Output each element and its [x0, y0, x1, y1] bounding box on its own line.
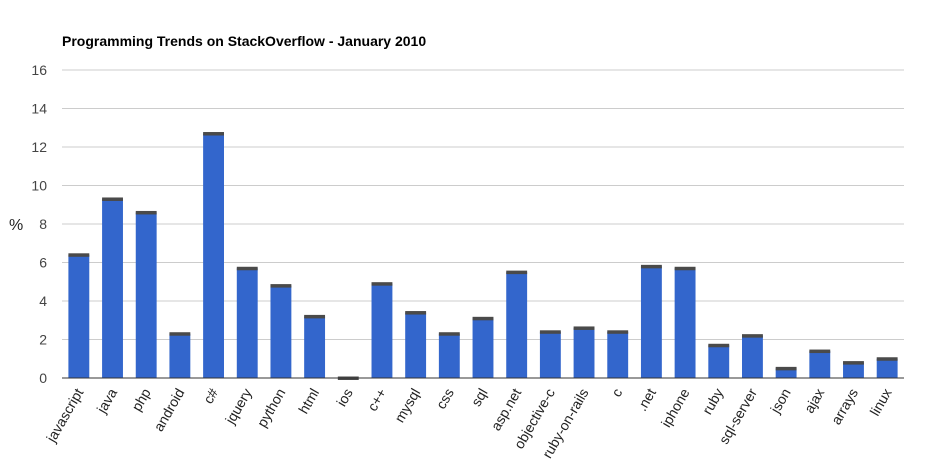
bar	[640, 266, 662, 378]
x-tick-label: linux	[867, 386, 895, 419]
x-tick-label: c#	[200, 385, 221, 406]
bar-top-cap	[741, 334, 763, 338]
y-tick-label: 0	[39, 370, 47, 386]
x-tick-label: jquery	[221, 386, 254, 428]
bar-top-cap	[371, 282, 393, 286]
bar-top-cap	[573, 326, 595, 330]
bar	[102, 198, 123, 378]
x-tick-label: json	[767, 386, 794, 417]
bar-top-cap	[102, 197, 123, 201]
bar-top-cap	[203, 132, 225, 136]
bar	[506, 272, 528, 378]
x-tick-label: iphone	[658, 385, 693, 430]
bars	[68, 132, 898, 380]
bar	[843, 362, 864, 378]
bar	[674, 268, 696, 378]
y-tick-label: 16	[31, 62, 47, 78]
bar-top-cap	[708, 343, 730, 348]
bar-top-cap	[438, 332, 460, 336]
x-tick-label: sql	[468, 386, 491, 410]
bar	[304, 316, 326, 378]
x-tick-label: c++	[364, 386, 390, 414]
bar-top-cap	[169, 332, 191, 336]
y-axis-label: %	[9, 217, 23, 234]
x-tick-label: javascript	[43, 385, 87, 445]
bar	[68, 254, 90, 378]
bar	[236, 268, 258, 378]
chart-title: Programming Trends on StackOverflow - Ja…	[62, 33, 426, 49]
bar-top-cap	[607, 330, 629, 334]
bar-top-cap	[809, 349, 831, 354]
bar-top-cap	[539, 330, 561, 334]
x-tick-label: java	[93, 385, 120, 416]
bar	[169, 333, 191, 378]
bar-top-cap	[270, 284, 292, 288]
x-tick-label: ajax	[801, 386, 828, 416]
bar	[203, 133, 225, 378]
bar-top-cap	[640, 264, 662, 269]
bar-top-cap	[775, 366, 797, 371]
y-tick-label: 4	[39, 293, 47, 309]
x-tick-label: ruby	[699, 386, 726, 418]
y-tick-label: 2	[39, 332, 47, 348]
bar	[270, 285, 292, 378]
y-tick-label: 12	[31, 139, 47, 155]
x-tick-label: ios	[333, 386, 356, 410]
gridlines	[62, 69, 904, 340]
bar	[876, 358, 898, 378]
bar-top-cap	[843, 361, 864, 365]
bar-top-cap	[674, 266, 696, 271]
x-tick-label: html	[295, 386, 322, 417]
x-tick-label: .net	[633, 385, 659, 413]
bar	[135, 212, 157, 378]
x-tick-label: mysql	[391, 386, 423, 426]
x-tick-label: php	[128, 385, 154, 413]
bar-top-cap	[304, 314, 326, 319]
bar-top-cap	[506, 270, 528, 275]
x-tick-label: android	[150, 386, 187, 434]
y-tick-label: 14	[31, 101, 47, 117]
bar	[708, 345, 730, 378]
bar	[371, 283, 393, 378]
bar-top-cap	[135, 210, 157, 215]
bar	[775, 368, 797, 378]
bar	[539, 331, 561, 378]
bar	[607, 331, 629, 378]
y-tick-label: 6	[39, 255, 47, 271]
x-tick-label: css	[433, 386, 457, 412]
bar-top-cap	[405, 311, 427, 315]
bar	[741, 335, 763, 378]
bar	[573, 327, 595, 378]
x-tick-label: asp.net	[487, 385, 524, 433]
bar	[809, 351, 831, 378]
y-tick-label: 10	[31, 178, 47, 194]
y-tick-label: 8	[39, 216, 47, 232]
bar-top-cap	[68, 253, 90, 257]
x-tick-label: c	[608, 386, 625, 400]
bar	[438, 333, 460, 378]
bar	[405, 312, 427, 378]
bar	[472, 318, 494, 378]
bar-top-cap	[472, 316, 494, 321]
x-tick-label: arrays	[828, 386, 861, 428]
bar-top-cap	[876, 357, 898, 361]
bar-top-cap	[236, 266, 258, 271]
y-axis-ticks: 0 2 4 6 8 10 12 14 16	[31, 62, 47, 386]
x-tick-label: python	[254, 386, 289, 430]
